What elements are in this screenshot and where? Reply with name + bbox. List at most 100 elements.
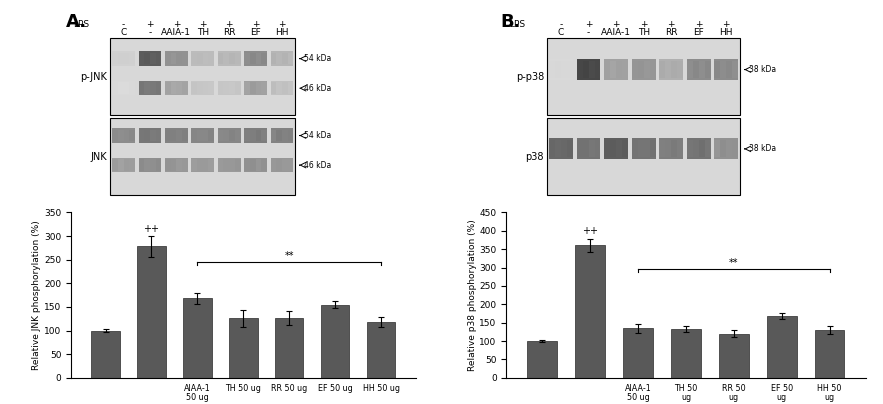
Bar [203, 82, 208, 94]
Bar [235, 82, 240, 94]
Bar [112, 51, 135, 66]
Bar [129, 82, 135, 94]
Bar [155, 159, 162, 171]
Bar [604, 61, 610, 78]
Text: 54 kDa: 54 kDa [304, 131, 331, 140]
Text: ++: ++ [143, 223, 160, 234]
Text: C: C [558, 28, 564, 37]
Bar [170, 53, 177, 65]
Bar [235, 130, 240, 141]
Bar [577, 141, 583, 157]
Bar [245, 51, 267, 66]
Bar [632, 141, 638, 157]
Bar [255, 53, 261, 65]
Bar [165, 82, 170, 94]
Bar [644, 61, 650, 78]
Text: +: + [668, 20, 675, 29]
Text: TH: TH [197, 28, 208, 37]
Text: EF 50 ug: EF 50 ug [318, 383, 352, 393]
Bar [671, 61, 677, 78]
Bar [577, 139, 600, 160]
Bar [218, 130, 223, 141]
Text: LPS: LPS [73, 20, 89, 29]
Bar [129, 159, 135, 171]
Bar [218, 53, 223, 65]
Bar [276, 159, 282, 171]
Text: +: + [722, 20, 730, 29]
Bar [139, 53, 144, 65]
Bar [604, 141, 610, 157]
Bar [197, 53, 203, 65]
Bar [117, 53, 124, 65]
Bar [192, 128, 214, 143]
Text: C: C [120, 28, 126, 37]
Bar [165, 81, 188, 95]
Bar [610, 141, 616, 157]
Bar [208, 130, 214, 141]
Bar [223, 130, 230, 141]
Bar [622, 141, 628, 157]
Bar [223, 82, 230, 94]
Bar [727, 141, 732, 157]
Bar [197, 82, 203, 94]
Bar [547, 38, 740, 115]
Bar [549, 139, 573, 160]
Text: AIAA-1: AIAA-1 [184, 383, 211, 393]
Bar [192, 82, 197, 94]
Bar [110, 38, 295, 115]
Text: ug: ug [777, 393, 787, 402]
Bar [218, 82, 223, 94]
Bar [235, 53, 240, 65]
Bar [589, 141, 594, 157]
Bar [245, 130, 250, 141]
Bar [230, 82, 235, 94]
Bar [155, 82, 162, 94]
Bar [665, 61, 671, 78]
Bar [650, 141, 655, 157]
Text: AIAA-1: AIAA-1 [624, 383, 652, 393]
Text: +: + [252, 20, 260, 29]
Bar [218, 51, 240, 66]
Text: HH 50: HH 50 [818, 383, 841, 393]
Text: LPS: LPS [509, 20, 525, 29]
Bar [577, 61, 583, 78]
Text: 38 kDa: 38 kDa [749, 144, 776, 154]
Bar [124, 82, 129, 94]
Text: +: + [225, 20, 233, 29]
Bar [117, 82, 124, 94]
Bar [638, 61, 644, 78]
Bar [622, 61, 628, 78]
Y-axis label: Relative p38 phosphorylation (%): Relative p38 phosphorylation (%) [468, 219, 477, 371]
Bar [665, 141, 671, 157]
Bar [687, 139, 711, 160]
Bar [632, 139, 655, 160]
Bar [165, 130, 170, 141]
Bar [687, 61, 693, 78]
Bar [155, 53, 162, 65]
Bar [218, 158, 240, 173]
Bar [230, 130, 235, 141]
Bar [230, 159, 235, 171]
Text: A.: A. [65, 13, 87, 31]
Bar [165, 159, 170, 171]
Bar [660, 61, 665, 78]
Bar [170, 82, 177, 94]
Bar [182, 130, 188, 141]
Bar [527, 341, 557, 378]
Bar [112, 81, 135, 95]
Text: HH: HH [275, 28, 289, 37]
Text: RR: RR [223, 28, 236, 37]
Bar [660, 59, 683, 80]
Bar [218, 159, 223, 171]
Bar [150, 130, 155, 141]
Text: HH 50 ug: HH 50 ug [363, 383, 400, 393]
Bar [561, 61, 567, 78]
Bar [235, 159, 240, 171]
Bar [576, 246, 605, 378]
Bar [270, 130, 276, 141]
Bar [687, 59, 711, 80]
Text: RR: RR [665, 28, 677, 37]
Text: 50 ug: 50 ug [627, 393, 650, 402]
Bar [139, 81, 162, 95]
Bar [165, 51, 188, 66]
